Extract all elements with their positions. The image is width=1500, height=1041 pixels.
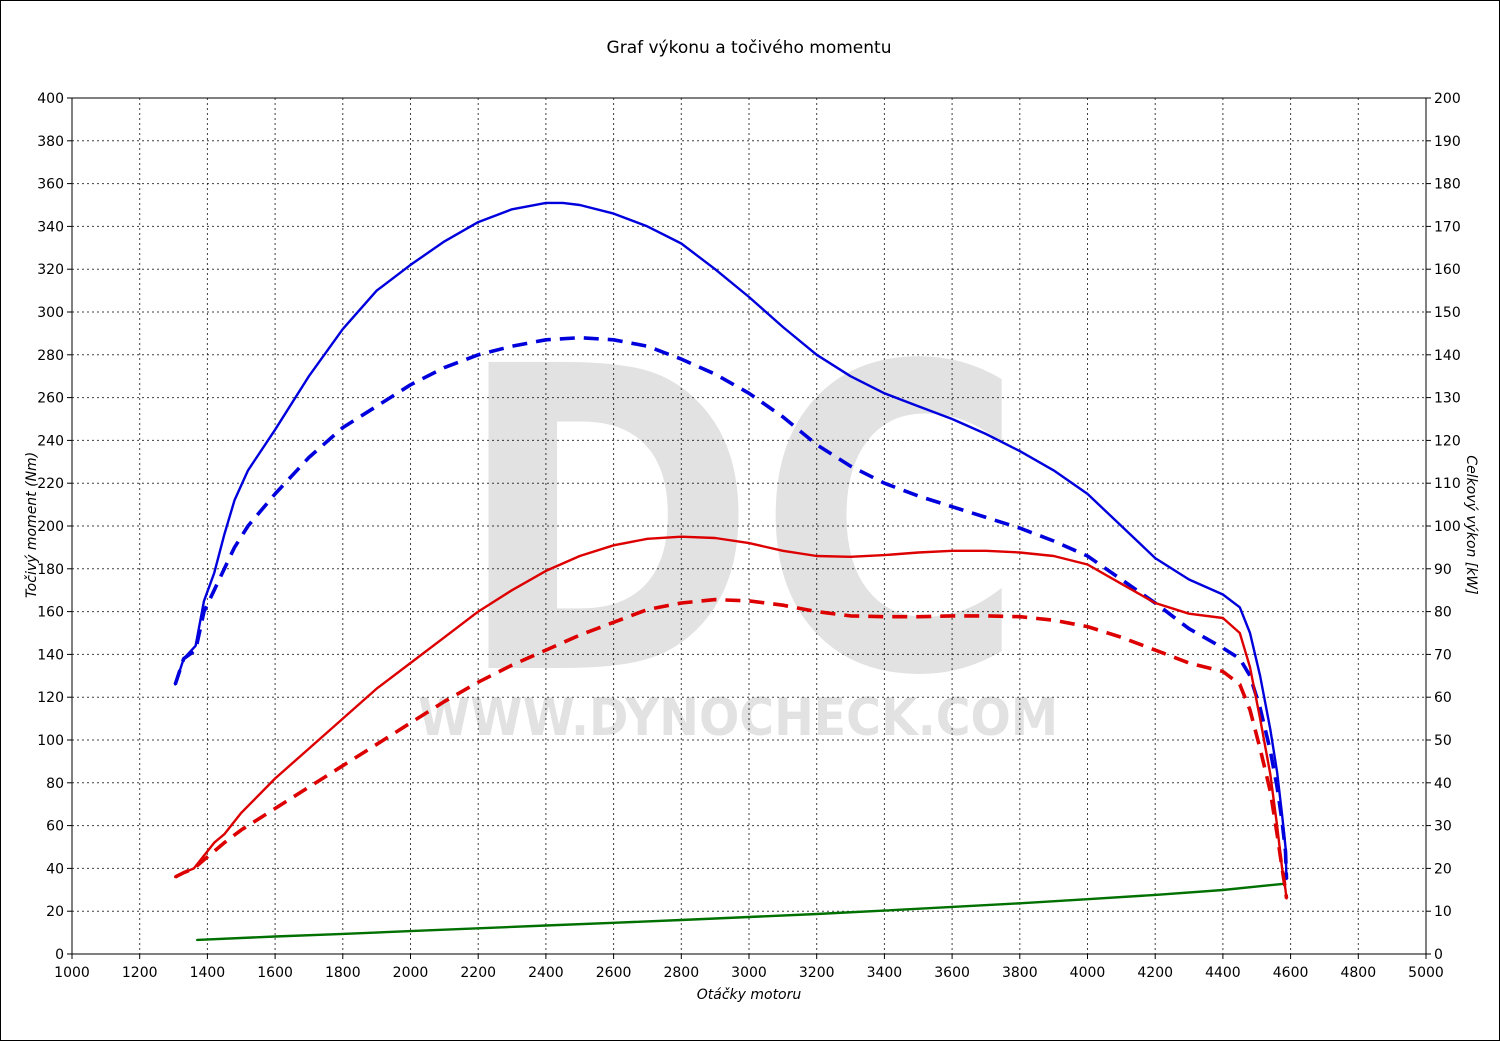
grid — [72, 98, 1426, 954]
y-left-tick-label: 0 — [55, 947, 64, 963]
y-right-tick-label: 140 — [1434, 348, 1461, 364]
y-axis-right-title: Celkový výkon [kW] — [1463, 455, 1479, 594]
x-tick-label: 3400 — [867, 965, 903, 981]
y-right-tick-label: 60 — [1434, 690, 1452, 706]
y-right-tick-label: 160 — [1434, 262, 1461, 278]
y-left-tick-label: 40 — [46, 861, 64, 877]
x-tick-label: 1200 — [122, 965, 158, 981]
x-tick-label: 1400 — [190, 965, 226, 981]
chart-title: Graf výkonu a točivého momentu — [607, 38, 892, 58]
y-left-tick-label: 60 — [46, 819, 64, 835]
y-right-tick-label: 20 — [1434, 861, 1452, 877]
x-tick-label: 4000 — [1070, 965, 1106, 981]
x-tick-label: 3000 — [731, 965, 767, 981]
watermark-url: WWW.DYNOCHECK.COM — [418, 688, 1058, 748]
y-left-tick-label: 180 — [37, 562, 64, 578]
y-right-tick-label: 70 — [1434, 647, 1452, 663]
y-right-tick-label: 170 — [1434, 219, 1461, 235]
y-left-tick-label: 280 — [37, 348, 64, 364]
x-tick-label: 4600 — [1273, 965, 1309, 981]
x-tick-label: 3200 — [799, 965, 835, 981]
series-line-3 — [173, 535, 1288, 900]
series-line-5 — [195, 882, 1286, 942]
x-tick-label: 4400 — [1205, 965, 1241, 981]
y-left-tick-label: 80 — [46, 776, 64, 792]
y-right-tick-label: 190 — [1434, 134, 1461, 150]
y-right-tick-label: 80 — [1434, 605, 1452, 621]
y-axis-left-title: Točivý moment (Nm) — [24, 452, 40, 598]
x-tick-label: 2800 — [663, 965, 699, 981]
y-axis-right: 0 10 20 30 40 50 60 70 80 90 100 110 120 130 140 150 160… — [1426, 91, 1461, 963]
x-tick-label: 4800 — [1340, 965, 1376, 981]
y-left-tick-label: 140 — [37, 647, 64, 663]
y-right-tick-label: 150 — [1434, 305, 1461, 321]
y-right-tick-label: 130 — [1434, 391, 1461, 407]
x-tick-label: 3600 — [934, 965, 970, 981]
x-axis: 1000 1200 1400 1600 1800 2000 2200 2400 2600 2800… — [54, 954, 1444, 981]
y-right-tick-label: 0 — [1434, 947, 1443, 963]
y-right-tick-label: 30 — [1434, 819, 1452, 835]
watermark-logo: DC — [455, 279, 1025, 768]
y-left-tick-label: 100 — [37, 733, 64, 749]
y-left-tick-label: 400 — [37, 91, 64, 107]
x-tick-label: 2200 — [460, 965, 496, 981]
series-line-1 — [173, 201, 1288, 881]
y-left-tick-label: 120 — [37, 690, 64, 706]
y-right-tick-label: 120 — [1434, 433, 1461, 449]
y-left-tick-label: 200 — [37, 519, 64, 535]
series-line-2 — [173, 335, 1289, 880]
y-left-tick-label: 260 — [37, 391, 64, 407]
series-group — [173, 201, 1289, 942]
series-line-4 — [174, 597, 1289, 899]
x-tick-label: 1800 — [325, 965, 361, 981]
x-tick-label: 4200 — [1137, 965, 1173, 981]
y-left-tick-label: 160 — [37, 605, 64, 621]
x-tick-label: 2600 — [596, 965, 632, 981]
x-tick-label: 2000 — [393, 965, 429, 981]
x-axis-title: Otáčky motoru — [697, 987, 802, 1003]
y-right-tick-label: 40 — [1434, 776, 1452, 792]
y-left-tick-label: 340 — [37, 219, 64, 235]
x-tick-label: 5000 — [1408, 965, 1444, 981]
y-left-tick-label: 360 — [37, 177, 64, 193]
x-tick-label: 1000 — [54, 965, 90, 981]
y-left-tick-label: 20 — [46, 904, 64, 920]
y-left-tick-label: 380 — [37, 134, 64, 150]
y-right-tick-label: 200 — [1434, 91, 1461, 107]
y-right-tick-label: 110 — [1434, 476, 1461, 492]
y-right-tick-label: 180 — [1434, 177, 1461, 193]
x-tick-label: 3800 — [1002, 965, 1038, 981]
y-left-tick-label: 300 — [37, 305, 64, 321]
y-right-tick-label: 90 — [1434, 562, 1452, 578]
watermark: DC WWW.DYNOCHECK.COM — [418, 279, 1058, 768]
y-axis-left: 0 20 40 60 80 100 120 140 160 180 200 220 240 260 280 3… — [37, 91, 72, 963]
x-tick-label: 1600 — [257, 965, 293, 981]
y-right-tick-label: 50 — [1434, 733, 1452, 749]
y-left-tick-label: 220 — [37, 476, 64, 492]
x-tick-label: 2400 — [528, 965, 564, 981]
y-right-tick-label: 100 — [1434, 519, 1461, 535]
y-left-tick-label: 240 — [37, 433, 64, 449]
y-right-tick-label: 10 — [1434, 904, 1452, 920]
y-left-tick-label: 320 — [37, 262, 64, 278]
